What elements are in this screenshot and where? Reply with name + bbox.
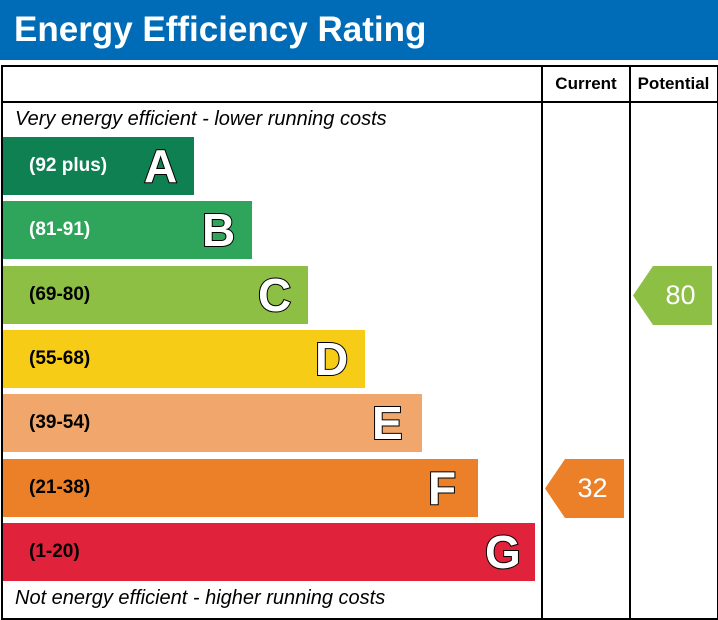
- potential-rating-arrow: 80: [633, 266, 712, 325]
- current-rating-value: 32: [577, 473, 608, 503]
- band-g-letter: G: [484, 525, 522, 579]
- band-g: (1-20) G: [3, 523, 535, 581]
- caption-bottom: Not energy efficient - higher running co…: [15, 587, 386, 609]
- title-bar: Energy Efficiency Rating: [0, 0, 718, 60]
- potential-column-divider: [629, 65, 631, 618]
- band-c: (69-80) C: [3, 266, 308, 324]
- band-b-range: (81-91): [29, 219, 91, 240]
- current-rating-arrow: 32: [545, 459, 624, 518]
- current-rating-arrow-polygon: [545, 459, 624, 518]
- band-c-range: (69-80): [29, 284, 91, 305]
- potential-column-header: Potential: [637, 74, 710, 93]
- current-rating-arrow-shape: [545, 459, 624, 518]
- band-e: (39-54) E: [3, 394, 422, 452]
- band-d-letter: D: [314, 332, 349, 386]
- current-column-header: Current: [555, 74, 617, 93]
- band-a: (92 plus) A: [3, 137, 194, 195]
- band-c-letter: C: [257, 268, 292, 322]
- band-e-range: (39-54): [29, 412, 91, 433]
- caption-top: Very energy efficient - lower running co…: [15, 108, 387, 130]
- band-f-letter: F: [427, 461, 457, 515]
- band-f-range: (21-38): [29, 477, 91, 498]
- band-g-range: (1-20): [29, 541, 80, 562]
- band-d-range: (55-68): [29, 348, 91, 369]
- current-column-divider: [541, 65, 543, 618]
- band-a-range: (92 plus): [29, 155, 108, 176]
- potential-rating-arrow-shape: [633, 266, 712, 325]
- band-a-letter: A: [143, 139, 178, 193]
- header-divider: [1, 101, 717, 103]
- band-f: (21-38) F: [3, 459, 478, 517]
- band-e-letter: E: [371, 396, 404, 450]
- potential-rating-arrow-polygon: [633, 266, 712, 325]
- band-b-letter: B: [201, 203, 236, 257]
- potential-rating-value: 80: [665, 280, 696, 310]
- chart-title: Energy Efficiency Rating: [14, 10, 427, 49]
- band-d: (55-68) D: [3, 330, 365, 388]
- band-b: (81-91) B: [3, 201, 252, 259]
